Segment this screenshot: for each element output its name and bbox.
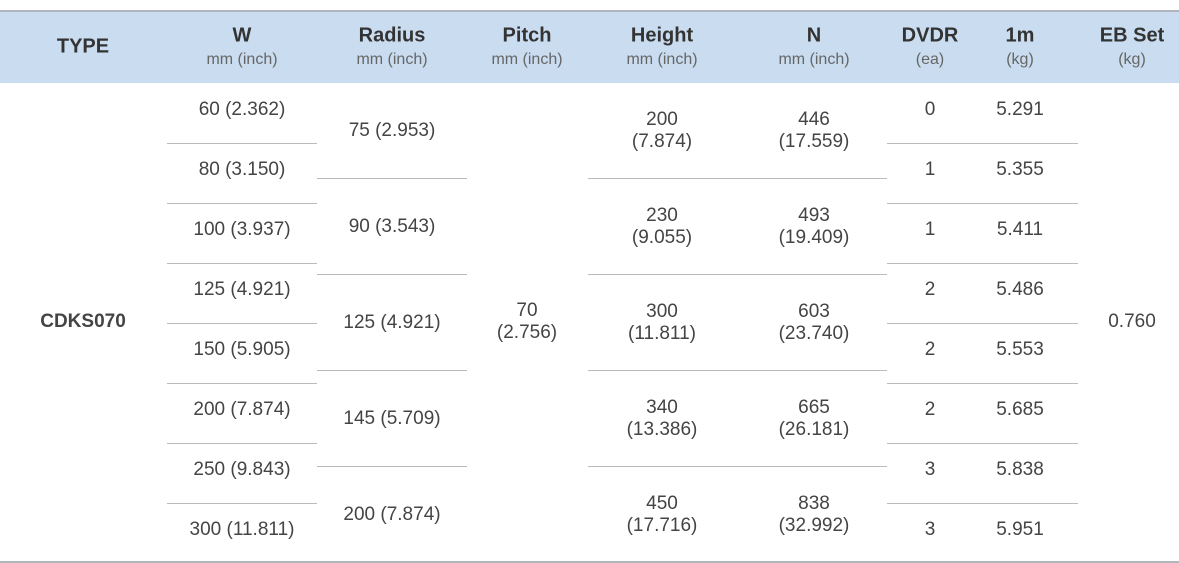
- mass-cell: 5.411: [996, 219, 1044, 240]
- height-inch: (7.874): [631, 131, 693, 152]
- mass-cell: 5.951: [996, 519, 1044, 540]
- n-value: 493: [798, 205, 830, 226]
- row-divider: [887, 143, 1078, 144]
- bottom-border: [0, 561, 1179, 563]
- column-title: 1m: [1005, 24, 1035, 47]
- column-unit: (kg): [1118, 51, 1146, 68]
- height-inch: (13.386): [626, 419, 698, 440]
- column-unit: (ea): [915, 51, 945, 68]
- pitch-inch: (2.756): [496, 322, 558, 343]
- column-title: Pitch: [502, 24, 552, 47]
- n-inch: (32.992): [778, 515, 850, 536]
- mass-cell: 5.685: [996, 399, 1044, 420]
- column-unit: mm (inch): [491, 51, 563, 68]
- w-cell: 300 (11.811): [189, 519, 295, 540]
- column-unit: mm (inch): [626, 51, 698, 68]
- height-inch: (17.716): [626, 515, 698, 536]
- dvdr-cell: 2: [924, 399, 936, 420]
- mass-cell: 5.553: [996, 339, 1044, 360]
- row-divider: [887, 383, 1078, 384]
- row-divider: [887, 203, 1078, 204]
- dvdr-cell: 3: [924, 459, 936, 480]
- radius-cell: 145 (5.709): [343, 408, 441, 429]
- height-value: 340: [646, 397, 678, 418]
- row-divider: [317, 466, 467, 467]
- pitch-value: 70: [516, 300, 538, 321]
- w-cell: 250 (9.843): [193, 459, 291, 480]
- header-band: [0, 10, 1179, 83]
- n-value: 665: [798, 397, 830, 418]
- row-divider: [167, 323, 317, 324]
- row-divider: [588, 370, 887, 371]
- row-divider: [317, 370, 467, 371]
- dvdr-cell: 1: [924, 219, 936, 240]
- row-divider: [167, 143, 317, 144]
- row-divider: [887, 263, 1078, 264]
- mass-cell: 5.838: [996, 459, 1044, 480]
- w-cell: 200 (7.874): [193, 399, 291, 420]
- row-divider: [167, 503, 317, 504]
- n-inch: (19.409): [778, 227, 850, 248]
- column-title: DVDR: [901, 24, 959, 47]
- column-title: TYPE: [56, 35, 110, 58]
- height-inch: (9.055): [631, 227, 693, 248]
- row-divider: [167, 383, 317, 384]
- w-cell: 125 (4.921): [193, 279, 291, 300]
- row-divider: [167, 263, 317, 264]
- row-divider: [588, 274, 887, 275]
- mass-cell: 5.486: [996, 279, 1044, 300]
- n-value: 603: [798, 301, 830, 322]
- dvdr-cell: 2: [924, 279, 936, 300]
- radius-cell: 75 (2.953): [348, 120, 436, 141]
- n-inch: (17.559): [778, 131, 850, 152]
- height-inch: (11.811): [628, 323, 696, 344]
- dvdr-cell: 1: [924, 159, 936, 180]
- column-unit: (kg): [1006, 51, 1034, 68]
- dvdr-cell: 3: [924, 519, 936, 540]
- height-value: 230: [646, 205, 678, 226]
- radius-cell: 90 (3.543): [348, 216, 436, 237]
- n-value: 446: [798, 109, 830, 130]
- w-cell: 60 (2.362): [198, 99, 286, 120]
- height-value: 300: [646, 301, 678, 322]
- column-title: EB Set: [1099, 24, 1165, 47]
- mass-cell: 5.291: [996, 99, 1044, 120]
- mass-cell: 5.355: [996, 159, 1044, 180]
- column-unit: mm (inch): [356, 51, 428, 68]
- row-divider: [887, 323, 1078, 324]
- dvdr-cell: 0: [924, 99, 936, 120]
- column-title: W: [232, 24, 252, 47]
- column-title: N: [806, 24, 822, 47]
- column-title: Radius: [358, 24, 426, 47]
- w-cell: 150 (5.905): [193, 339, 291, 360]
- dvdr-cell: 2: [924, 339, 936, 360]
- row-divider: [167, 443, 317, 444]
- radius-cell: 125 (4.921): [343, 312, 441, 333]
- row-divider: [887, 503, 1078, 504]
- w-cell: 100 (3.937): [193, 219, 291, 240]
- n-inch: (26.181): [778, 419, 850, 440]
- column-unit: mm (inch): [778, 51, 850, 68]
- row-divider: [167, 203, 317, 204]
- radius-cell: 200 (7.874): [343, 504, 441, 525]
- row-divider: [317, 178, 467, 179]
- row-divider: [887, 443, 1078, 444]
- n-value: 838: [798, 493, 830, 514]
- n-inch: (23.740): [778, 323, 850, 344]
- column-title: Height: [630, 24, 694, 47]
- row-divider: [317, 274, 467, 275]
- eb-set-cell: 0.760: [1108, 311, 1156, 332]
- type-cell: CDKS070: [40, 311, 126, 332]
- row-divider: [588, 466, 887, 467]
- w-cell: 80 (3.150): [198, 159, 286, 180]
- column-unit: mm (inch): [206, 51, 278, 68]
- row-divider: [588, 178, 887, 179]
- height-value: 450: [646, 493, 678, 514]
- height-value: 200: [646, 109, 678, 130]
